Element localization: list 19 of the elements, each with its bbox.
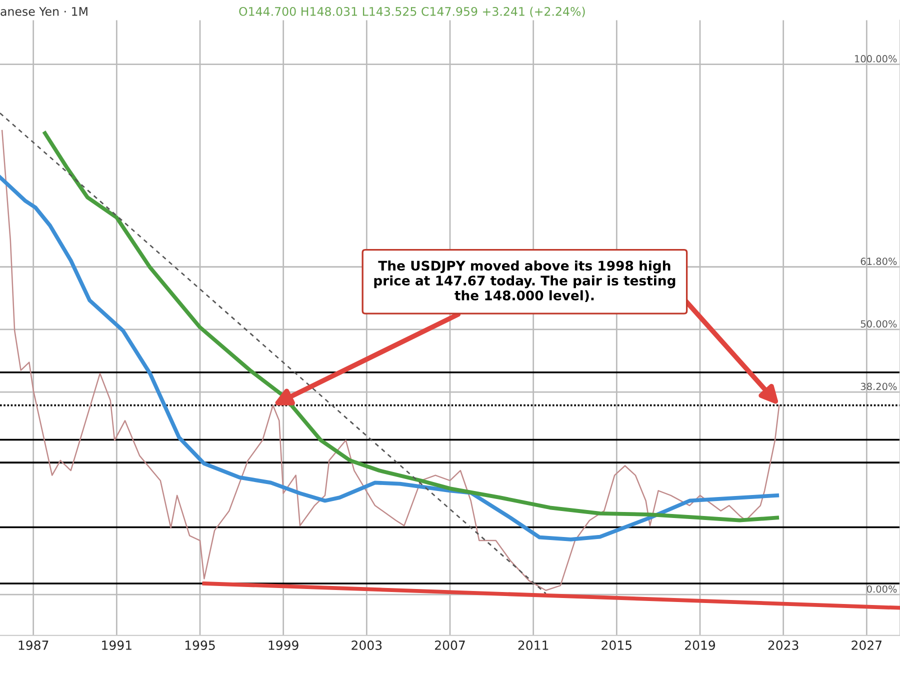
x-tick-label: 1987 [18, 640, 48, 650]
annotation: The USDJPY moved above its 1998 high price at 147.67 today. The pair is testing the 148.000 level). [374, 260, 676, 302]
x-tick-label: 2003 [352, 640, 382, 650]
x-tick-label: 2019 [685, 640, 716, 650]
text: O144.700 H148.031 L143.525 C147.959 +3.241 (+2.24%) [239, 6, 585, 18]
x-tick-label: 1991 [102, 640, 132, 650]
y-tick-label: 100.00% [855, 55, 897, 62]
y-tick-label: 61.80% [860, 258, 897, 265]
x-tick-label: 2007 [435, 640, 465, 650]
y-tick-label: 50.00% [860, 320, 897, 328]
text: anese Yen · 1M [0, 7, 88, 16]
y-tick-label: 0.00% [866, 585, 897, 593]
x-tick-label: 1999 [268, 640, 298, 650]
x-tick-label: 2015 [602, 640, 632, 650]
x-tick-label: 1995 [185, 640, 215, 650]
y-tick-label: 38.20% [860, 382, 897, 390]
x-tick-label: 2011 [518, 640, 548, 650]
x-tick-label: 2023 [768, 640, 798, 650]
x-tick-label: 2027 [852, 640, 882, 650]
